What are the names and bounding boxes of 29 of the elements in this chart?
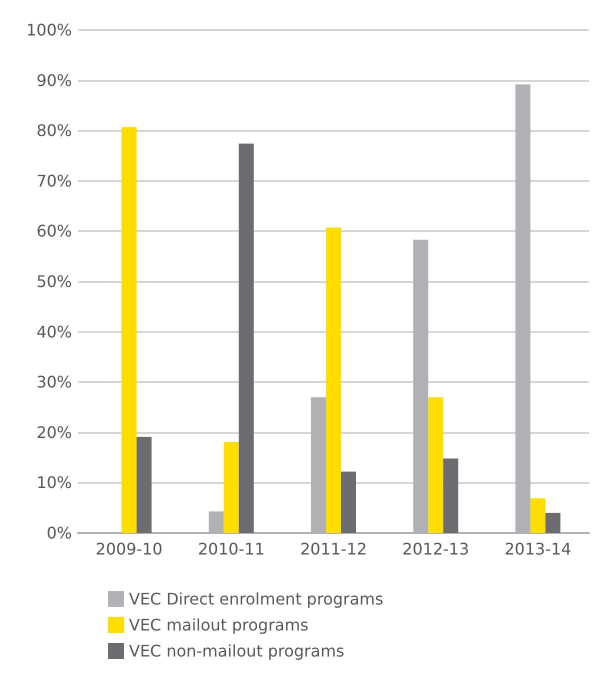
- legend-label: VEC non-mailout programs: [129, 642, 344, 660]
- y-tick-label: 30%: [36, 372, 72, 392]
- bar: [326, 228, 341, 533]
- bar: [122, 127, 137, 533]
- x-tick-label: 2011-12: [300, 540, 367, 558]
- x-tick-label: 2013-14: [504, 540, 572, 558]
- bar: [136, 436, 152, 533]
- y-tick-label: 100%: [26, 20, 72, 40]
- y-tick-label: 40%: [36, 322, 72, 342]
- y-tick-label: 70%: [36, 171, 72, 190]
- y-tick-label: 90%: [36, 70, 72, 90]
- x-tick-label: 2009-10: [96, 540, 163, 558]
- bar: [428, 397, 444, 533]
- x-tick-label: 2010-11: [198, 540, 265, 558]
- y-tick-label: 80%: [36, 121, 72, 140]
- legend-label: VEC Direct enrolment programs: [129, 590, 384, 608]
- y-tick-label: 50%: [36, 272, 72, 291]
- bar: [238, 144, 254, 533]
- bar: [443, 458, 458, 533]
- y-tick-label: 20%: [36, 422, 72, 442]
- legend-label: VEC mailout programs: [129, 616, 309, 634]
- y-tick-label: 0%: [46, 524, 72, 542]
- bar: [341, 472, 356, 533]
- y-tick-label: 10%: [36, 473, 72, 492]
- x-tick-label: 2012-13: [402, 540, 470, 558]
- bar: [545, 512, 560, 533]
- bar: [224, 442, 239, 533]
- y-tick-label: 60%: [36, 222, 72, 241]
- bar: [530, 498, 546, 533]
